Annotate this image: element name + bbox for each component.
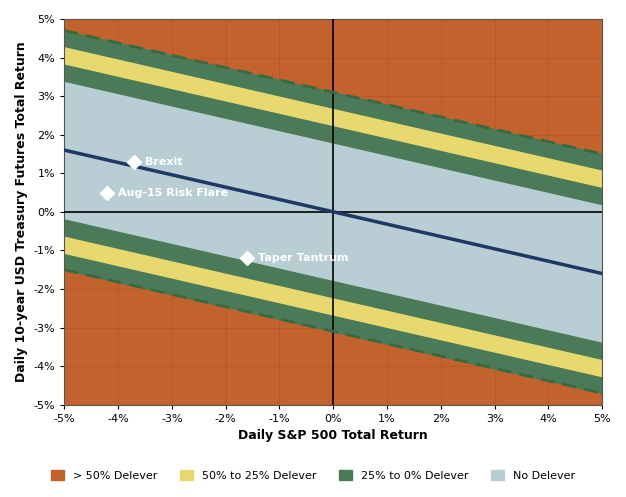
X-axis label: Daily S&P 500 Total Return: Daily S&P 500 Total Return <box>239 429 428 442</box>
Text: Aug-15 Risk Flare: Aug-15 Risk Flare <box>118 187 228 197</box>
Text: Taper Tantrum: Taper Tantrum <box>258 253 349 263</box>
Y-axis label: Daily 10-year USD Treasury Futures Total Return: Daily 10-year USD Treasury Futures Total… <box>15 41 28 382</box>
Legend: > 50% Delever, 50% to 25% Delever, 25% to 0% Delever, No Delever: > 50% Delever, 50% to 25% Delever, 25% t… <box>46 465 580 487</box>
Text: Brexit: Brexit <box>145 157 183 166</box>
